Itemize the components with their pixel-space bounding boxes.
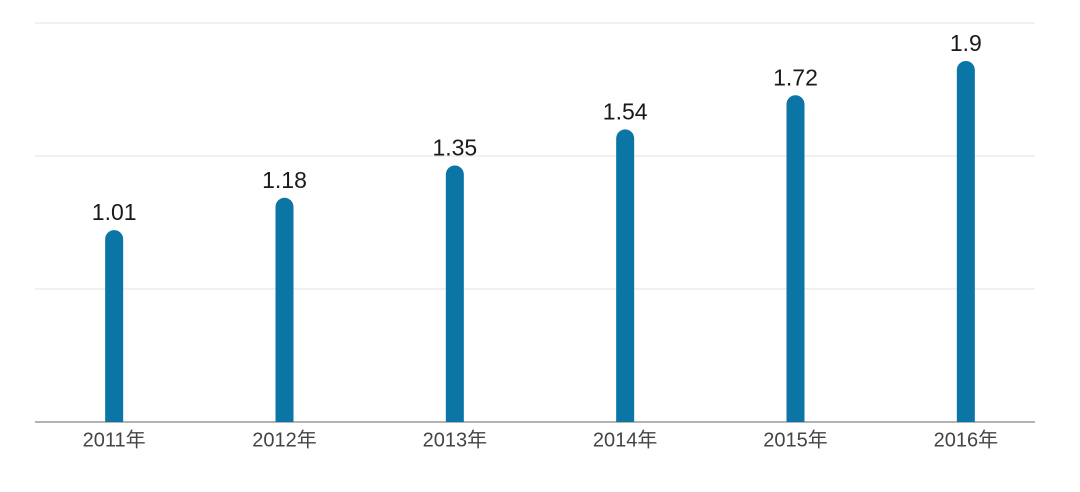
x-tick-label: 2016年 <box>934 428 999 451</box>
bar <box>956 61 975 422</box>
x-tick-label: 2011年 <box>83 428 146 451</box>
value-label: 1.18 <box>262 167 307 193</box>
x-tick-label: 2013年 <box>423 428 488 451</box>
value-label: 1.9 <box>950 30 982 56</box>
bar <box>616 129 635 422</box>
x-tick-label: 2012年 <box>252 428 317 451</box>
value-label: 1.72 <box>773 64 818 90</box>
value-label: 1.54 <box>603 98 648 124</box>
bar <box>275 197 294 422</box>
bar <box>105 230 124 422</box>
x-tick-label: 2015年 <box>763 428 828 451</box>
x-tick-label: 2014年 <box>593 428 658 451</box>
bar <box>445 165 464 422</box>
value-label: 1.01 <box>92 199 137 225</box>
value-label: 1.35 <box>432 135 477 161</box>
bar <box>786 95 805 422</box>
